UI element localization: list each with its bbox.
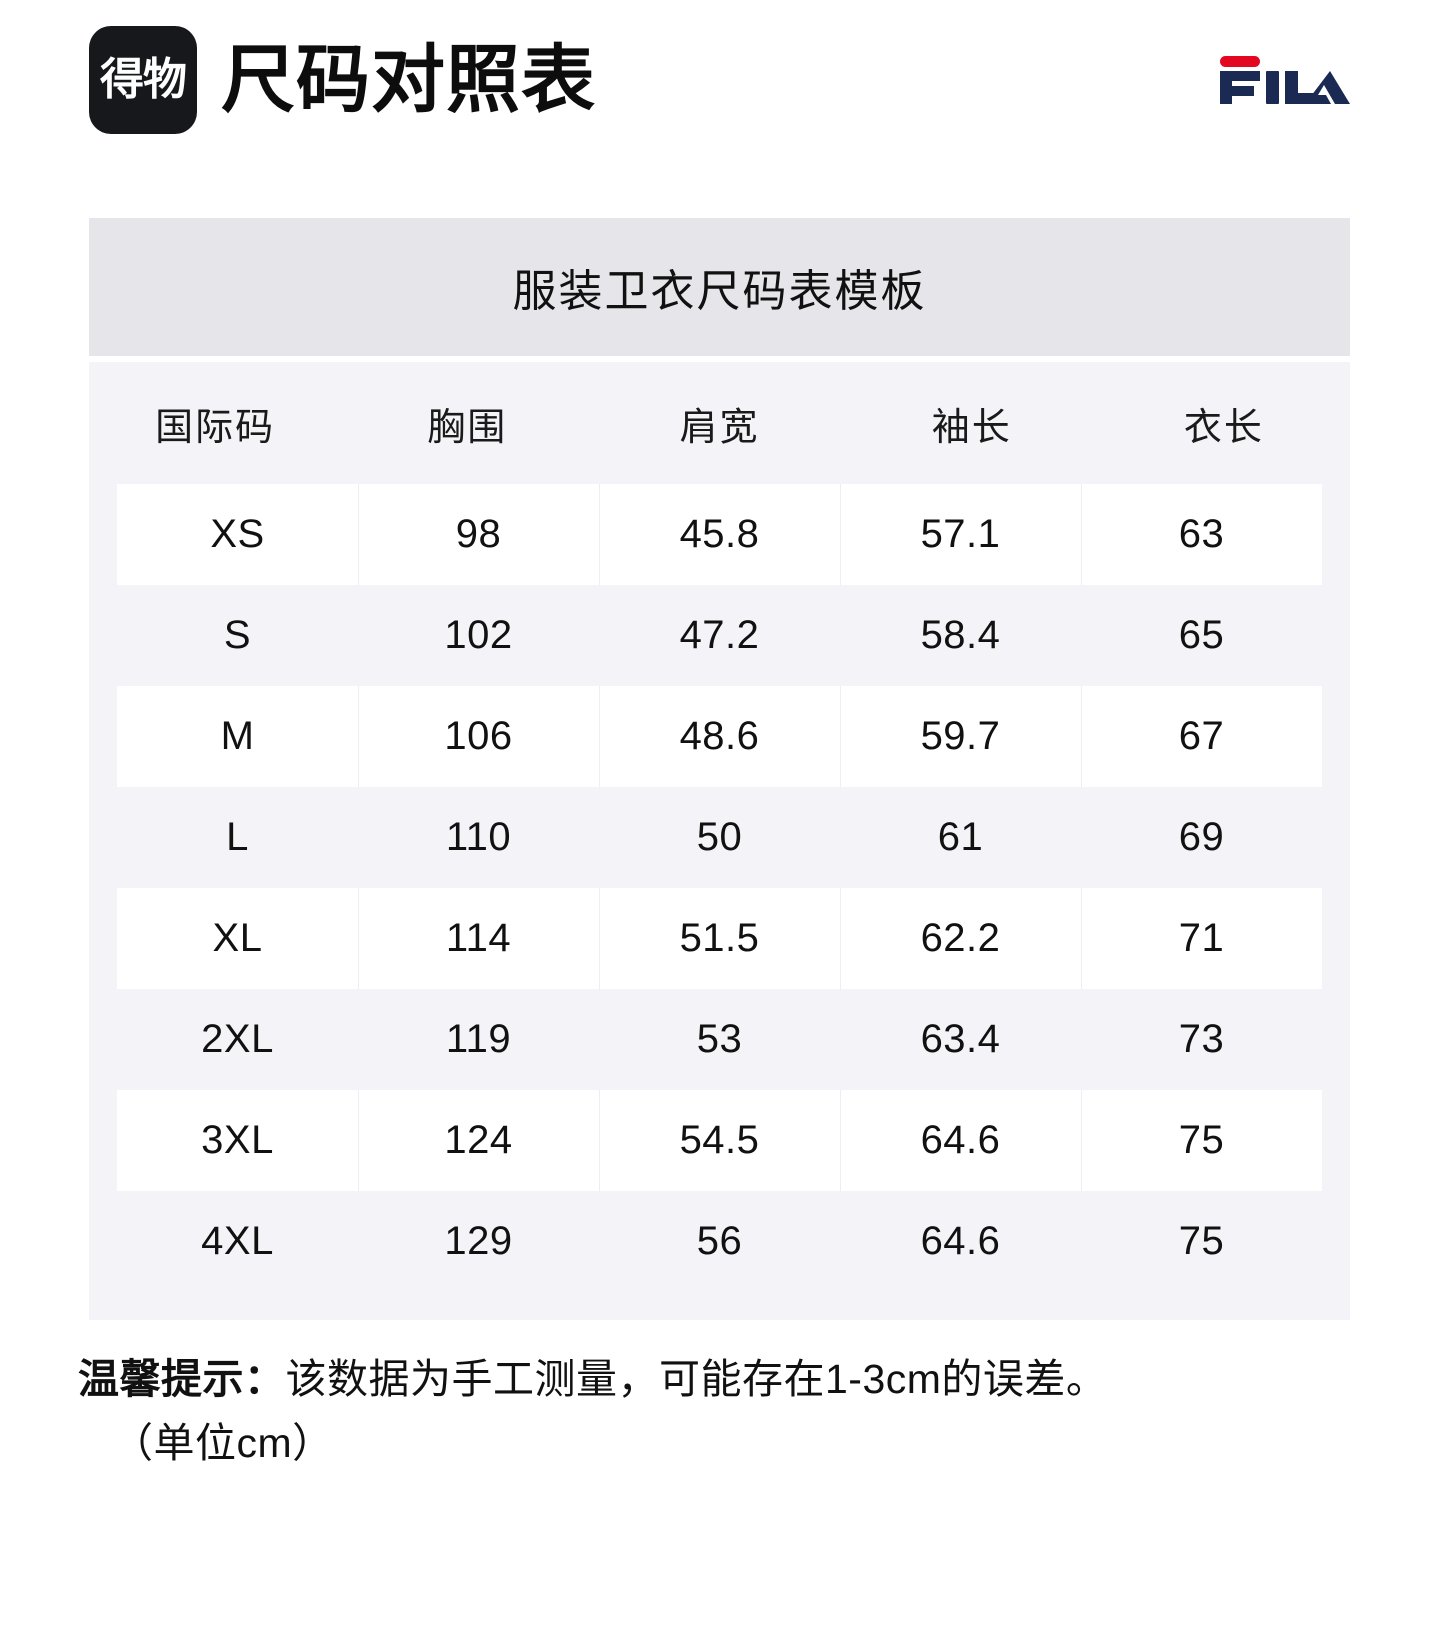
cell-shoulder: 53 xyxy=(696,1017,743,1061)
cell-length: 69 xyxy=(1178,815,1225,859)
cell-shoulder: 56 xyxy=(696,1219,743,1263)
table-row: 3XL 124 54.5 64.6 75 xyxy=(89,1090,1350,1191)
cell-size: L xyxy=(226,815,249,859)
cell-size: 4XL xyxy=(201,1219,274,1263)
cell-length: 65 xyxy=(1178,613,1225,657)
cell-sleeve: 59.7 xyxy=(840,686,1081,787)
cell-length: 75 xyxy=(1081,1090,1322,1191)
table-title: 服装卫衣尺码表模板 xyxy=(89,218,1350,356)
table-bottom-padding xyxy=(89,1292,1350,1320)
cell-sleeve: 62.2 xyxy=(840,888,1081,989)
footer-note-lead: 温馨提示： xyxy=(78,1356,286,1402)
column-header-chest: 胸围 xyxy=(427,406,508,449)
cell-length: 75 xyxy=(1178,1219,1225,1263)
cell-shoulder: 47.2 xyxy=(679,613,760,657)
column-header-size: 国际码 xyxy=(155,406,276,449)
duwu-app-logo-icon: 得物 xyxy=(89,26,197,134)
cell-sleeve: 64.6 xyxy=(920,1219,1001,1263)
table-row: XS 98 45.8 57.1 63 xyxy=(89,484,1350,585)
cell-chest: 110 xyxy=(445,815,512,859)
footer-note: 温馨提示：该数据为手工测量，可能存在1-3cm的误差。 （单位cm） xyxy=(78,1348,1368,1475)
duwu-logo-label: 得物 xyxy=(100,54,187,105)
table-body: XS 98 45.8 57.1 63 S 102 47.2 58.4 65 M … xyxy=(89,484,1350,1292)
cell-sleeve: 57.1 xyxy=(840,484,1081,585)
cell-chest: 106 xyxy=(358,686,599,787)
footer-note-unit: （单位cm） xyxy=(112,1419,334,1466)
cell-size: S xyxy=(223,613,252,657)
cell-length: 73 xyxy=(1178,1017,1225,1061)
cell-sleeve: 64.6 xyxy=(840,1090,1081,1191)
cell-chest: 129 xyxy=(444,1219,513,1263)
cell-length: 71 xyxy=(1081,888,1322,989)
cell-shoulder: 51.5 xyxy=(599,888,840,989)
table-row: 2XL 119 53 63.4 73 xyxy=(89,989,1350,1090)
cell-shoulder: 45.8 xyxy=(599,484,840,585)
cell-sleeve: 63.4 xyxy=(920,1017,1001,1061)
cell-chest: 102 xyxy=(444,613,513,657)
table-row: M 106 48.6 59.7 67 xyxy=(89,686,1350,787)
cell-size: XL xyxy=(212,916,263,960)
table-row: L 110 50 61 69 xyxy=(89,787,1350,888)
cell-sleeve: 58.4 xyxy=(920,613,1001,657)
cell-size: 2XL xyxy=(201,1017,274,1061)
cell-length: 67 xyxy=(1081,686,1322,787)
cell-sleeve: 61 xyxy=(937,815,984,859)
page-header: 得物 尺码对照表 xyxy=(0,0,1440,190)
table-row: XL 114 51.5 62.2 71 xyxy=(89,888,1350,989)
table-title-divider xyxy=(89,356,1350,362)
table-row: 4XL 129 56 64.6 75 xyxy=(89,1191,1350,1292)
column-header-sleeve: 袖长 xyxy=(931,406,1012,449)
cell-chest: 124 xyxy=(358,1090,599,1191)
brand-block: 得物 尺码对照表 xyxy=(89,26,596,134)
cell-shoulder: 54.5 xyxy=(599,1090,840,1191)
footer-note-body: 该数据为手工测量，可能存在1-3cm的误差。 xyxy=(285,1356,1108,1402)
size-table: 服装卫衣尺码表模板 国际码 胸围 肩宽 袖长 衣长 XS 98 45.8 57.… xyxy=(89,218,1350,1320)
cell-size: 3XL xyxy=(201,1118,274,1162)
cell-length: 63 xyxy=(1081,484,1322,585)
column-header-shoulder: 肩宽 xyxy=(679,406,760,449)
cell-chest: 119 xyxy=(445,1017,512,1061)
page-title: 尺码对照表 xyxy=(221,38,596,121)
cell-shoulder: 50 xyxy=(696,815,743,859)
fila-brand-logo-icon xyxy=(1204,52,1350,108)
cell-shoulder: 48.6 xyxy=(599,686,840,787)
cell-chest: 98 xyxy=(358,484,599,585)
table-column-header-row: 国际码 胸围 肩宽 袖长 衣长 xyxy=(89,362,1350,484)
column-header-length: 衣长 xyxy=(1183,406,1264,449)
cell-chest: 114 xyxy=(358,888,599,989)
cell-size: XS xyxy=(210,512,265,556)
cell-size: M xyxy=(220,714,255,758)
table-row: S 102 47.2 58.4 65 xyxy=(89,585,1350,686)
